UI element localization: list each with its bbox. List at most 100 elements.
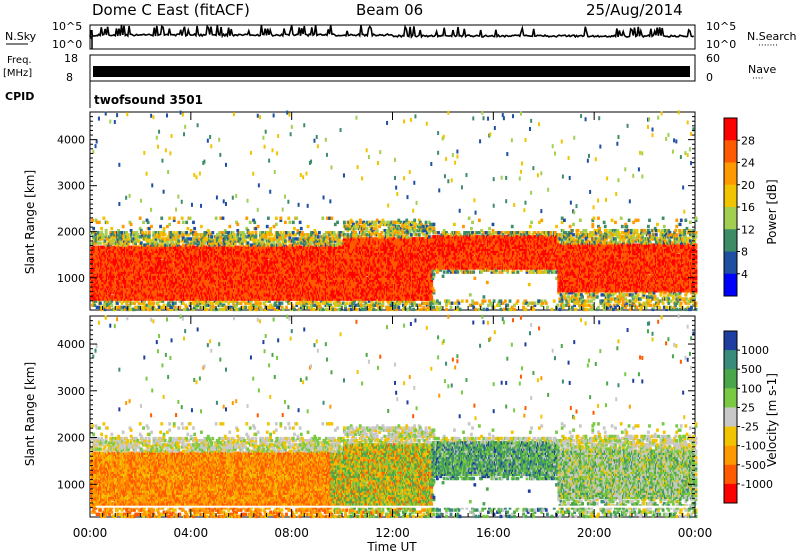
power-cell bbox=[125, 196, 127, 200]
power-cell bbox=[228, 225, 231, 228]
power-cell bbox=[181, 200, 183, 204]
power-cell bbox=[207, 139, 209, 143]
power-cell bbox=[150, 225, 153, 228]
sky-left-tick-bottom: 10^0 bbox=[52, 38, 82, 51]
power-cell bbox=[203, 160, 205, 164]
power-cell bbox=[210, 144, 212, 148]
power-cell bbox=[163, 227, 166, 230]
power-cell bbox=[206, 308, 209, 311]
power-cell bbox=[157, 145, 159, 149]
power-cell bbox=[245, 217, 248, 220]
power-cell bbox=[163, 190, 165, 194]
power-cell bbox=[266, 225, 269, 228]
sky-trace bbox=[90, 25, 694, 49]
power-cell bbox=[211, 231, 214, 234]
power-cell bbox=[175, 208, 177, 212]
freq-right-tick-bottom: 0 bbox=[706, 71, 713, 84]
power-cell bbox=[154, 308, 157, 311]
power-cell bbox=[232, 196, 234, 200]
freq-right-tick-top: 60 bbox=[706, 52, 720, 65]
power-cell bbox=[98, 117, 100, 121]
power-cell bbox=[262, 136, 264, 140]
power-cell bbox=[143, 151, 145, 155]
power-cell bbox=[166, 113, 168, 117]
power-cell bbox=[167, 170, 169, 174]
power-cell bbox=[99, 241, 102, 244]
power-cell bbox=[144, 231, 147, 234]
power-cell bbox=[247, 199, 249, 203]
power-cell bbox=[139, 217, 142, 220]
power-cell bbox=[180, 111, 182, 115]
power-cell bbox=[272, 148, 274, 152]
date-title: 25/Aug/2014 bbox=[586, 1, 683, 19]
power-cell bbox=[189, 217, 192, 220]
power-cell bbox=[150, 208, 152, 212]
power-cell bbox=[129, 194, 131, 198]
power-cell bbox=[253, 221, 256, 224]
power-cell bbox=[177, 221, 180, 224]
freq-band bbox=[93, 66, 690, 77]
power-cell bbox=[265, 130, 267, 134]
power-cell bbox=[152, 301, 155, 304]
power-cell bbox=[100, 227, 103, 230]
power-cell bbox=[222, 217, 225, 220]
power-cell bbox=[152, 115, 154, 119]
power-cell bbox=[186, 227, 189, 230]
power-cell bbox=[252, 172, 254, 176]
power-cell bbox=[99, 301, 102, 304]
power-cell bbox=[165, 148, 167, 152]
power-cell bbox=[233, 233, 236, 236]
power-cell bbox=[210, 235, 213, 238]
power-cell bbox=[126, 112, 128, 116]
beam-title: Beam 06 bbox=[356, 1, 423, 19]
station-title: Dome C East (fitACF) bbox=[92, 1, 250, 19]
power-cell bbox=[142, 221, 145, 224]
power-cell bbox=[126, 233, 129, 236]
power-cell bbox=[184, 125, 186, 129]
power-cell bbox=[215, 217, 218, 220]
power-cell bbox=[200, 225, 203, 228]
power-cell bbox=[225, 163, 227, 167]
power-cell bbox=[102, 217, 105, 220]
power-cell bbox=[147, 221, 150, 224]
sky-left-tick-top: 10^5 bbox=[52, 20, 82, 33]
power-cell bbox=[177, 239, 180, 242]
power-cell bbox=[161, 159, 163, 163]
power-cell bbox=[140, 199, 142, 203]
sky-right-tick-bottom: 10^0 bbox=[706, 38, 736, 51]
freq-right-dots: ···· bbox=[752, 74, 763, 84]
power-cell bbox=[181, 217, 184, 220]
power-cell bbox=[199, 172, 201, 176]
power-cell bbox=[257, 114, 259, 118]
power-cell bbox=[122, 225, 125, 228]
power-cell bbox=[185, 221, 188, 224]
power-cell bbox=[257, 208, 259, 212]
power-cell bbox=[276, 151, 278, 155]
power-cell bbox=[273, 113, 275, 117]
power-cell bbox=[118, 163, 120, 167]
power-cell bbox=[116, 113, 118, 117]
power-cell bbox=[197, 123, 199, 127]
power-cell bbox=[175, 308, 178, 311]
power-cell bbox=[160, 217, 163, 220]
power-cell bbox=[177, 195, 179, 199]
power-cell bbox=[268, 159, 270, 163]
power-cell bbox=[110, 304, 113, 307]
power-cell bbox=[275, 217, 278, 220]
power-cell bbox=[158, 130, 160, 134]
power-cell bbox=[258, 183, 260, 187]
power-cell bbox=[195, 175, 197, 179]
power-cell bbox=[193, 227, 196, 230]
cpid-label: CPID bbox=[5, 90, 34, 103]
power-cell bbox=[182, 113, 184, 117]
power-cell bbox=[168, 217, 171, 220]
power-cell bbox=[257, 225, 260, 228]
power-cell bbox=[249, 221, 252, 224]
power-cell bbox=[200, 204, 202, 208]
power-cell bbox=[105, 111, 107, 115]
power-cell bbox=[216, 196, 218, 200]
power-cell bbox=[267, 217, 270, 220]
power-cell bbox=[193, 173, 195, 177]
sky-trace-line bbox=[90, 25, 694, 39]
